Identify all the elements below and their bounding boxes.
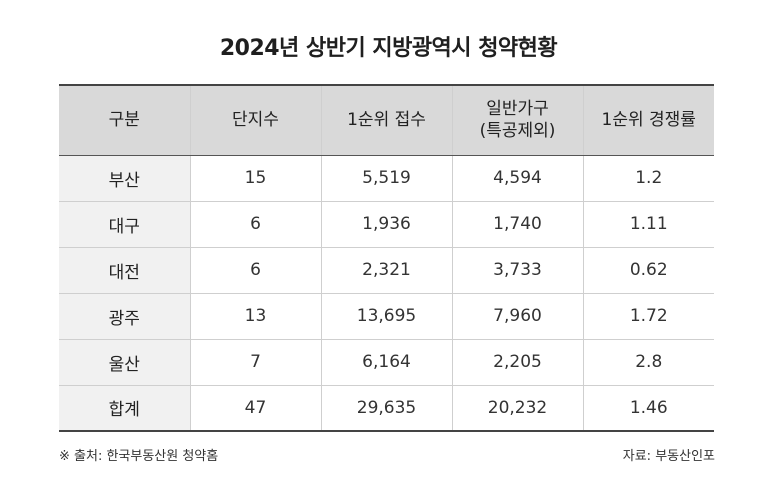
table-cell: 2.8 (582, 339, 714, 386)
table-cell: 1.11 (582, 201, 714, 248)
table-cell: 1,936 (320, 201, 452, 248)
table-row: 울산 7 6,164 2,205 2.8 (59, 339, 714, 386)
table-cell: 1.46 (582, 385, 714, 432)
table-cell: 1,740 (451, 201, 583, 248)
table-row: 광주 13 13,695 7,960 1.72 (59, 293, 714, 340)
region-cell: 대전 (59, 247, 190, 294)
table-row: 대구 6 1,936 1,740 1.11 (59, 201, 714, 248)
table-header-row: 구분 단지수 1순위 접수 일반가구 (특공제외) 1순위 경쟁률 (59, 84, 714, 156)
table-cell: 20,232 (451, 385, 583, 432)
page-title: 2024년 상반기 지방광역시 청약현황 (219, 36, 558, 61)
table-cell: 6,164 (320, 339, 452, 386)
region-cell: 광주 (59, 293, 190, 340)
table-cell: 13,695 (320, 293, 452, 340)
table-total-row: 합계 47 29,635 20,232 1.46 (59, 385, 714, 432)
header-complex-count: 단지수 (189, 84, 321, 156)
table-cell: 7,960 (451, 293, 583, 340)
table-cell: 6 (189, 201, 321, 248)
credit-note: 자료: 부동산인포 (622, 449, 715, 464)
table-cell: 2,321 (320, 247, 452, 294)
header-competition-rate: 1순위 경쟁률 (582, 84, 714, 156)
table-cell: 5,519 (320, 155, 452, 202)
region-cell: 부산 (59, 155, 190, 202)
table-cell: 13 (189, 293, 321, 340)
table-cell: 3,733 (451, 247, 583, 294)
table-row: 부산 15 5,519 4,594 1.2 (59, 155, 714, 202)
table-cell: 0.62 (582, 247, 714, 294)
table-cell: 6 (189, 247, 321, 294)
region-cell: 울산 (59, 339, 190, 386)
table-row: 대전 6 2,321 3,733 0.62 (59, 247, 714, 294)
table-cell: 7 (189, 339, 321, 386)
table-cell: 1.72 (582, 293, 714, 340)
table-cell: 47 (189, 385, 321, 432)
header-category: 구분 (59, 84, 190, 156)
table-cell: 1.2 (582, 155, 714, 202)
source-note: ※ 출처: 한국부동산원 청약홈 (59, 449, 219, 464)
subscription-table: 구분 단지수 1순위 접수 일반가구 (특공제외) 1순위 경쟁률 부산 15 … (59, 84, 714, 432)
header-first-priority-applications: 1순위 접수 (320, 84, 452, 156)
table-cell: 29,635 (320, 385, 452, 432)
total-label-cell: 합계 (59, 385, 190, 432)
header-general-households: 일반가구 (특공제외) (451, 84, 583, 156)
region-cell: 대구 (59, 201, 190, 248)
table-cell: 15 (189, 155, 321, 202)
table-cell: 4,594 (451, 155, 583, 202)
table-cell: 2,205 (451, 339, 583, 386)
